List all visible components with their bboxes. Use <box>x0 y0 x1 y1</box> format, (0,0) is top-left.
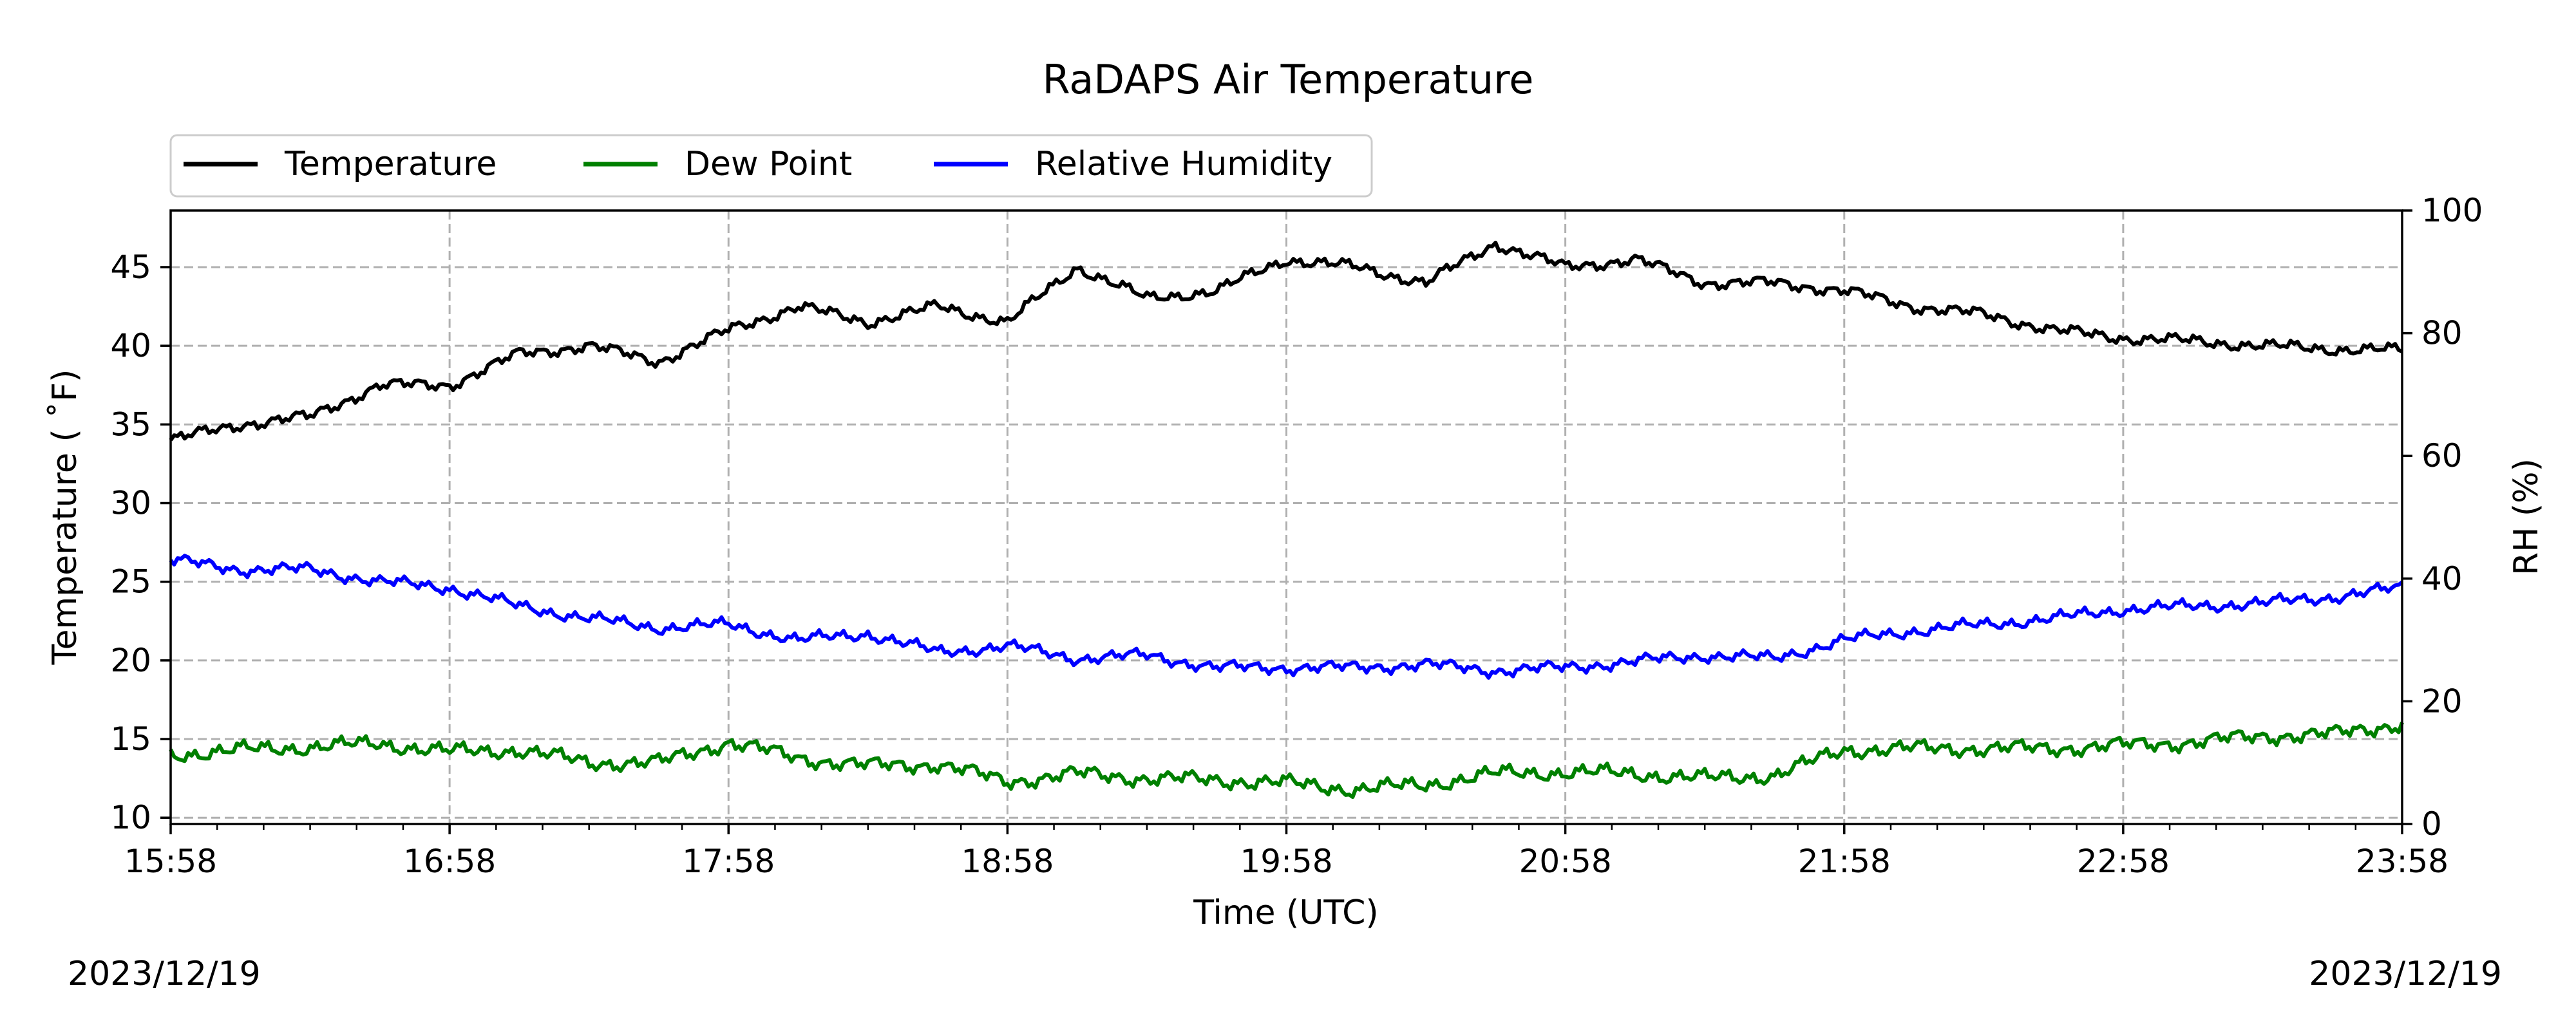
legend-label-relative-humidity: Relative Humidity <box>1035 145 1332 183</box>
y-tick-label: 30 <box>110 485 151 522</box>
y2-tick-label: 40 <box>2421 560 2463 597</box>
x-tick-label: 22:58 <box>2077 843 2170 880</box>
legend-label-temperature: Temperature <box>284 145 497 183</box>
y2-axis-label: RH (%) <box>2507 458 2546 576</box>
y-tick-label: 25 <box>110 563 151 601</box>
x-axis-label: Time (UTC) <box>1193 894 1378 932</box>
y-axis-label: Temperature ( ˚F) <box>46 370 84 666</box>
x-tick-label: 15:58 <box>124 843 217 880</box>
y-tick-label: 45 <box>110 248 151 286</box>
x-tick-label: 20:58 <box>1519 843 1612 880</box>
y2-tick-label: 20 <box>2421 682 2463 720</box>
legend-label-dew-point: Dew Point <box>685 145 852 183</box>
chart-title: RaDAPS Air Temperature <box>1043 56 1534 103</box>
x-tick-label: 19:58 <box>1240 843 1332 880</box>
x-tick-label: 21:58 <box>1798 843 1891 880</box>
x-tick-label: 17:58 <box>682 843 775 880</box>
legend-box <box>169 134 1373 198</box>
y2-tick-label: 60 <box>2421 437 2463 474</box>
y-tick-label: 35 <box>110 406 151 443</box>
x-tick-label: 18:58 <box>961 843 1054 880</box>
y-tick-label: 20 <box>110 642 151 679</box>
y2-tick-label: 0 <box>2421 805 2442 843</box>
series-line-temperature <box>169 240 2403 442</box>
axis-ticks: 15:58 16:58 17:58 18:58 19:58 20:58 21:58 22:58… <box>110 192 2483 880</box>
y2-tick-label: 100 <box>2421 192 2483 229</box>
grid <box>171 211 2402 824</box>
x-tick-label: 23:58 <box>2356 843 2448 880</box>
date-left: 2023/12/19 <box>68 955 261 993</box>
x-tick-label: 16:58 <box>403 843 496 880</box>
series-line-dew-point <box>169 722 2404 799</box>
series-line-relative-humidity <box>169 554 2403 680</box>
y-tick-label: 40 <box>110 327 151 364</box>
y2-tick-label: 80 <box>2421 315 2463 352</box>
date-right: 2023/12/19 <box>2309 955 2502 993</box>
series-layer <box>169 240 2404 799</box>
legend: Temperature Dew Point Relative Humidity <box>169 134 1373 198</box>
y-tick-label: 15 <box>110 720 151 758</box>
y-tick-label: 10 <box>110 799 151 836</box>
